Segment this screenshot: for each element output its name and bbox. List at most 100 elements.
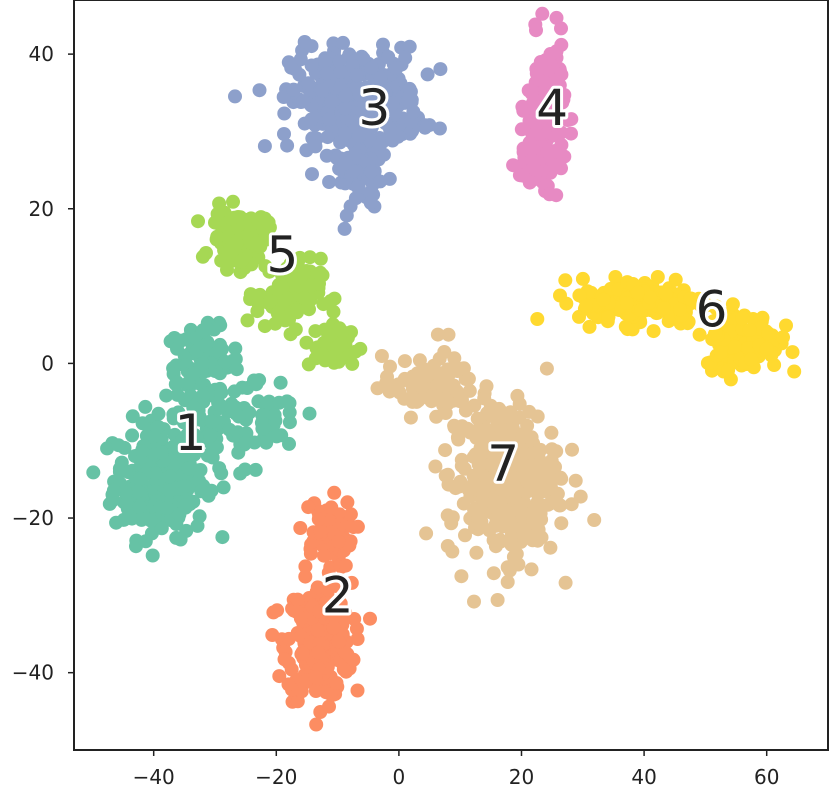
point-cluster-5-100 bbox=[234, 254, 249, 269]
point-cluster-3-287 bbox=[228, 89, 242, 104]
point-cluster-7-320 bbox=[519, 527, 533, 542]
point-cluster-3-351 bbox=[373, 174, 388, 189]
point-cluster-5-195 bbox=[263, 294, 278, 309]
point-cluster-6-308 bbox=[709, 301, 724, 316]
point-cluster-7-278 bbox=[587, 513, 602, 527]
point-cluster-7-296 bbox=[440, 508, 455, 523]
point-cluster-4-103 bbox=[543, 47, 558, 61]
point-cluster-3-274 bbox=[304, 58, 319, 73]
point-cluster-5-198 bbox=[277, 294, 292, 309]
point-cluster-5-239 bbox=[301, 357, 316, 372]
point-cluster-7-378 bbox=[458, 403, 473, 418]
point-cluster-3-132 bbox=[402, 39, 417, 54]
point-cluster-7-291 bbox=[525, 505, 539, 520]
point-cluster-2-232 bbox=[331, 634, 346, 649]
point-cluster-4-62 bbox=[560, 113, 575, 127]
point-cluster-3-315 bbox=[338, 88, 353, 103]
point-cluster-1-423 bbox=[180, 427, 195, 442]
point-cluster-6-271 bbox=[776, 330, 790, 345]
point-cluster-7-56 bbox=[469, 545, 484, 560]
point-cluster-7-123 bbox=[440, 539, 455, 553]
point-cluster-7-318 bbox=[504, 460, 519, 475]
point-cluster-3-313 bbox=[337, 126, 352, 141]
point-cluster-1-247 bbox=[178, 479, 192, 494]
point-cluster-1-132 bbox=[154, 521, 169, 536]
point-cluster-1-366 bbox=[195, 323, 210, 338]
point-cluster-1-336 bbox=[198, 338, 213, 353]
point-cluster-1-241 bbox=[172, 507, 187, 522]
point-cluster-1-348 bbox=[218, 354, 233, 369]
point-cluster-4-107 bbox=[549, 188, 564, 203]
point-cluster-3-365 bbox=[350, 180, 365, 195]
point-cluster-5-13 bbox=[212, 196, 227, 211]
point-cluster-3-340 bbox=[337, 221, 352, 236]
point-cluster-3-167 bbox=[286, 82, 301, 97]
point-cluster-1-72 bbox=[138, 399, 153, 414]
point-cluster-2-213 bbox=[310, 580, 325, 595]
point-cluster-3-79 bbox=[276, 90, 291, 104]
point-cluster-7-332 bbox=[462, 383, 477, 398]
point-cluster-1-203 bbox=[111, 438, 126, 453]
point-cluster-1-259 bbox=[228, 341, 243, 356]
point-cluster-7-277 bbox=[469, 423, 484, 438]
point-cluster-2-239 bbox=[295, 647, 310, 661]
point-cluster-1-417 bbox=[135, 444, 149, 459]
point-cluster-5-119 bbox=[240, 313, 255, 328]
point-cluster-2-259 bbox=[298, 559, 313, 574]
point-cluster-7-227 bbox=[573, 489, 588, 504]
point-cluster-3-308 bbox=[373, 71, 388, 86]
point-cluster-5-234 bbox=[335, 324, 350, 339]
point-cluster-2-306 bbox=[350, 519, 365, 534]
cluster-label-1: 1 bbox=[175, 404, 207, 462]
point-cluster-7-213 bbox=[488, 539, 503, 554]
point-cluster-5-194 bbox=[270, 306, 285, 321]
point-cluster-5-188 bbox=[297, 291, 312, 306]
point-cluster-2-42 bbox=[290, 694, 305, 709]
point-cluster-6-159 bbox=[582, 319, 597, 334]
cluster-label-2: 2 bbox=[322, 566, 354, 624]
point-cluster-3-346 bbox=[363, 185, 378, 200]
point-cluster-5-59 bbox=[191, 214, 205, 229]
point-cluster-4-115 bbox=[514, 122, 529, 137]
point-cluster-7-257 bbox=[448, 481, 463, 496]
point-cluster-3-241 bbox=[293, 52, 308, 67]
point-cluster-2-75 bbox=[298, 569, 313, 584]
point-cluster-1-418 bbox=[166, 407, 181, 422]
y-tick-label: −20 bbox=[12, 506, 54, 530]
point-cluster-7-304 bbox=[511, 503, 526, 518]
point-cluster-1-455 bbox=[267, 408, 282, 422]
point-cluster-3-284 bbox=[320, 66, 334, 81]
point-cluster-5-167 bbox=[262, 264, 277, 279]
scatter-points bbox=[86, 6, 802, 732]
point-cluster-4-194 bbox=[528, 162, 543, 177]
point-cluster-2-241 bbox=[329, 676, 344, 690]
point-cluster-1-411 bbox=[186, 400, 201, 415]
point-cluster-1-122 bbox=[100, 441, 115, 456]
point-cluster-4-150 bbox=[533, 55, 548, 69]
point-cluster-6-261 bbox=[779, 318, 793, 333]
point-cluster-7-324 bbox=[456, 496, 471, 511]
point-cluster-7-412 bbox=[437, 345, 452, 359]
point-cluster-6-300 bbox=[728, 339, 742, 354]
point-cluster-5-109 bbox=[229, 235, 244, 250]
point-cluster-3-293 bbox=[338, 101, 352, 116]
point-cluster-7-250 bbox=[544, 453, 559, 468]
point-cluster-7-133 bbox=[510, 388, 525, 403]
point-cluster-7-267 bbox=[565, 442, 579, 457]
point-cluster-4-195 bbox=[506, 158, 521, 173]
point-cluster-1-452 bbox=[282, 415, 297, 430]
point-cluster-2-247 bbox=[272, 669, 287, 684]
point-cluster-3-276 bbox=[378, 84, 392, 99]
point-cluster-4-155 bbox=[525, 96, 540, 111]
point-cluster-3-345 bbox=[348, 191, 363, 206]
point-cluster-5-214 bbox=[288, 322, 303, 337]
point-cluster-7-94 bbox=[539, 361, 554, 376]
point-cluster-7-403 bbox=[477, 391, 492, 406]
point-cluster-7-221 bbox=[503, 407, 518, 422]
point-cluster-4-151 bbox=[548, 83, 563, 98]
point-cluster-7-167 bbox=[522, 404, 537, 419]
point-cluster-7-360 bbox=[430, 327, 445, 342]
point-cluster-7-239 bbox=[455, 419, 470, 434]
point-cluster-1-428 bbox=[214, 398, 228, 413]
point-cluster-2-222 bbox=[265, 628, 280, 642]
